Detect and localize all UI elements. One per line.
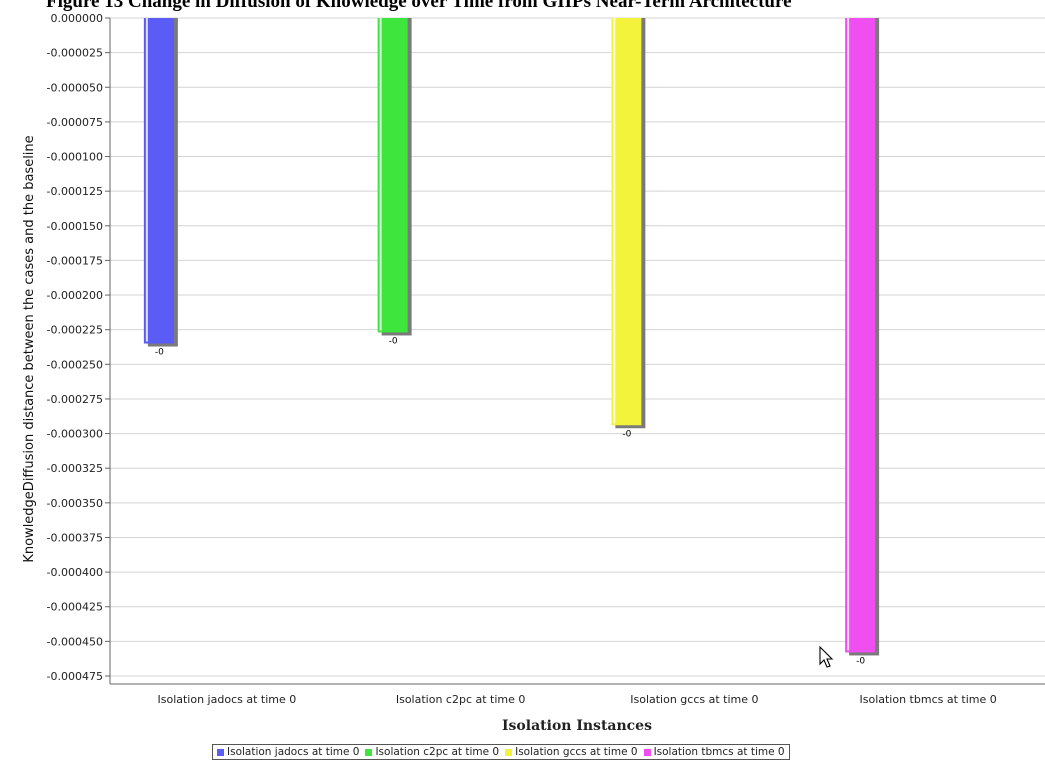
legend-item: Isolation jadocs at time 0 <box>217 746 359 758</box>
y-tick-label: -0.000225 <box>47 324 103 337</box>
bar-data-label: -0 <box>856 656 865 666</box>
x-category-label: Isolation c2pc at time 0 <box>396 693 526 706</box>
y-tick-label: -0.000350 <box>47 497 103 510</box>
y-tick-label: -0.000450 <box>47 635 103 648</box>
mouse-pointer-icon <box>819 646 834 668</box>
legend-swatch <box>643 748 651 756</box>
legend-item: Isolation gccs at time 0 <box>505 746 638 758</box>
y-tick-label: -0.000375 <box>47 531 103 544</box>
bar <box>845 18 876 653</box>
bar-data-label: -0 <box>155 348 164 358</box>
legend-swatch <box>217 748 224 756</box>
bar-highlight <box>613 18 616 424</box>
y-axis-title: KnowledgeDiffusion distance between the … <box>22 135 37 562</box>
y-tick-label: 0.000000 <box>51 12 104 25</box>
legend-swatch <box>365 748 373 756</box>
legend-swatch <box>505 748 513 756</box>
legend-label: Isolation tbmcs at time 0 <box>653 746 785 758</box>
y-tick-label: -0.000325 <box>47 462 103 475</box>
y-tick-label: -0.000150 <box>47 220 103 233</box>
y-tick-label: -0.000100 <box>47 151 103 164</box>
axes <box>105 17 1045 685</box>
bar-data-label: -0 <box>622 429 631 439</box>
x-category-label: Isolation jadocs at time 0 <box>157 693 296 706</box>
legend: Isolation jadocs at time 0 Isolation c2pc… <box>212 744 790 760</box>
legend-label: Isolation jadocs at time 0 <box>227 746 360 758</box>
figure-title: Figure 13 Change in Diffusion of Knowled… <box>46 0 792 12</box>
y-tick-label: -0.000400 <box>47 566 103 579</box>
y-tick-label: -0.000300 <box>47 428 103 441</box>
y-tick-label: -0.000475 <box>47 670 103 683</box>
y-tick-label: -0.000075 <box>47 116 103 129</box>
bars <box>143 18 880 656</box>
gridlines <box>110 17 1045 677</box>
bar-highlight <box>847 18 850 651</box>
y-tick-label: -0.000050 <box>47 81 103 94</box>
legend-item: Isolation tbmcs at time 0 <box>643 746 785 758</box>
bar <box>611 18 642 426</box>
y-tick-label: -0.000175 <box>47 254 103 267</box>
legend-item: Isolation c2pc at time 0 <box>365 746 499 758</box>
bar <box>377 18 408 333</box>
y-tick-label: -0.000025 <box>47 47 103 60</box>
bar-data-label: -0 <box>389 336 398 346</box>
x-category-label: Isolation gccs at time 0 <box>630 693 758 706</box>
bar-highlight <box>379 18 382 331</box>
y-tick-label: -0.000275 <box>47 393 103 406</box>
legend-label: Isolation gccs at time 0 <box>515 746 638 758</box>
bar <box>143 18 174 344</box>
y-tick-label: -0.000200 <box>47 289 103 302</box>
y-tick-label: -0.000125 <box>47 185 103 198</box>
y-tick-label: -0.000425 <box>47 601 103 614</box>
labels: 0.000000 -0.000025 -0.000050 -0.000075 -0.00… <box>47 12 997 706</box>
legend-label: Isolation c2pc at time 0 <box>375 746 500 758</box>
y-tick-label: -0.000250 <box>47 358 103 371</box>
x-axis-title: Isolation Instances <box>502 718 652 734</box>
x-category-label: Isolation tbmcs at time 0 <box>859 693 996 706</box>
bar-highlight <box>145 18 148 342</box>
